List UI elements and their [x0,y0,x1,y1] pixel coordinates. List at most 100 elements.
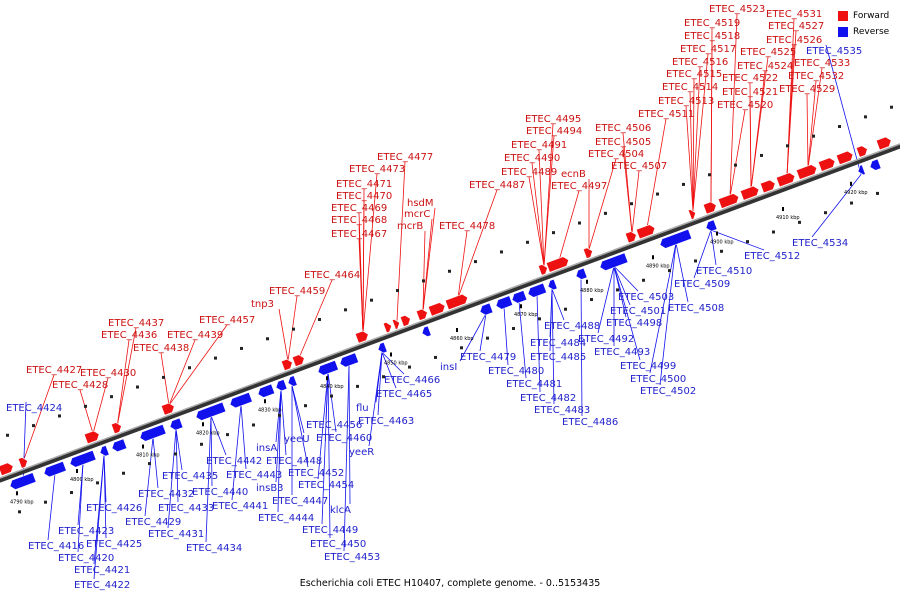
reverse-leader [377,352,383,416]
forward-leader [692,66,701,211]
track-dash [500,250,503,254]
forward-leader [631,170,640,234]
tick-mark [456,328,458,332]
reverse-gene-label: ETEC_4479 [460,352,516,363]
forward-leader [543,135,555,267]
forward-gene-label: ETEC_4468 [331,215,387,226]
track-dash [162,375,165,379]
forward-gene [427,302,446,317]
reverse-gene [43,460,67,478]
reverse-gene [169,417,184,431]
reverse-gene-label: insA [256,443,277,454]
forward-tick-track [6,105,893,437]
forward-leader [588,158,617,250]
forward-leader [528,176,545,267]
reverse-gene [317,359,339,376]
reverse-leader [280,389,287,456]
reverse-gene-label: ETEC_4460 [316,433,372,444]
reverse-gene [511,290,528,304]
reverse-gene-label: ETEC_4448 [266,456,322,467]
tick-label: 4850 kbp [384,360,408,366]
tick-mark [652,255,654,260]
reverse-gene [69,449,97,468]
tick-mark [716,231,718,236]
reverse-leader [77,463,84,526]
tick-mark [16,491,18,496]
genome-backbone [0,143,900,483]
reverse-leader [275,389,282,483]
reverse-gene-label: ETEC_4466 [384,375,440,386]
reverse-leader [175,428,179,503]
reverse-gene-label: ETEC_4426 [86,503,142,514]
forward-gene-label: ETEC_4525 [740,47,796,58]
reverse-gene-label: yeeU [284,434,310,445]
reverse-gene-label: yeeR [349,447,374,458]
forward-gene-label: ETEC_4505 [595,137,651,148]
forward-gene-label: ETEC_4497 [551,181,607,192]
reverse-leader [693,230,712,279]
reverse-gene-label: ETEC_4440 [192,487,248,498]
track-dash [682,182,685,186]
reverse-leader [503,306,509,366]
tick-mark [782,207,784,212]
forward-gene-label: ETEC_4513 [658,96,714,107]
tick-label: 4830 kbp [258,407,282,413]
reverse-leader [811,174,862,238]
forward-leader [23,374,55,460]
track-dash [630,202,633,206]
reverse-gene-label: ETEC_4444 [258,513,314,524]
reverse-gene-label: ETEC_4452 [288,468,344,479]
reverse-gene-label: ETEC_4429 [125,517,181,528]
track-dash [786,144,789,148]
tick-label: 4860 kbp [450,336,474,342]
reverse-leader [518,301,527,379]
track-dash [708,173,711,177]
track-dash [148,462,151,466]
reverse-tick-track [18,191,879,514]
reverse-leader [613,265,631,306]
forward-gene-label: ETEC_4518 [684,31,740,42]
reverse-gene-label: ETEC_4443 [226,470,282,481]
tick-label: 4820 kbp [196,430,220,436]
reverse-leader [825,44,862,175]
reverse-gene-label: ETEC_4434 [186,543,242,554]
forward-gene-label: ETEC_4526 [766,35,822,46]
forward-gene [391,319,400,330]
forward-gene-label: mcrB [397,221,423,232]
forward-gene-label: ETEC_4506 [595,123,651,134]
reverse-leader [231,404,242,501]
forward-gene-label: ETEC_4428 [52,380,108,391]
reverse-leader [175,428,183,471]
reverse-leader [381,351,405,375]
forward-gene-label: ETEC_4490 [504,153,560,164]
reverse-gene-label: ETEC_4534 [792,238,848,249]
forward-gene-label: ETEC_4437 [108,318,164,329]
reverse-leader [327,372,331,539]
track-dash [356,384,359,388]
reverse-gene-label: ETEC_4488 [544,321,600,332]
track-dash [890,105,893,109]
tick-label: 4870 kbp [514,312,538,318]
forward-gene-label: ETEC_4489 [501,167,557,178]
reverse-gene-label: insB3 [256,483,284,494]
forward-leader [538,149,545,267]
forward-gene [444,293,468,311]
reverse-gene-label: ETEC_4435 [162,471,218,482]
reverse-gene-label: ETEC_4463 [358,416,414,427]
reverse-gene-label: ETEC_4501 [610,306,666,317]
tick-mark [520,304,522,309]
reverse-gene-label: ETEC_4484 [530,338,586,349]
forward-gene [17,457,28,469]
track-dash [370,298,373,302]
forward-leader [729,13,738,198]
track-dash [838,125,841,129]
tick-label: 4800 kbp [70,477,94,483]
track-dash [18,510,21,514]
track-dash [318,317,321,321]
track-dash [422,279,425,283]
track-dash [538,317,541,321]
track-dash [720,249,723,253]
reverse-gene-label: ETEC_4512 [744,251,800,262]
forward-gene-label: ETEC_4515 [666,69,722,80]
